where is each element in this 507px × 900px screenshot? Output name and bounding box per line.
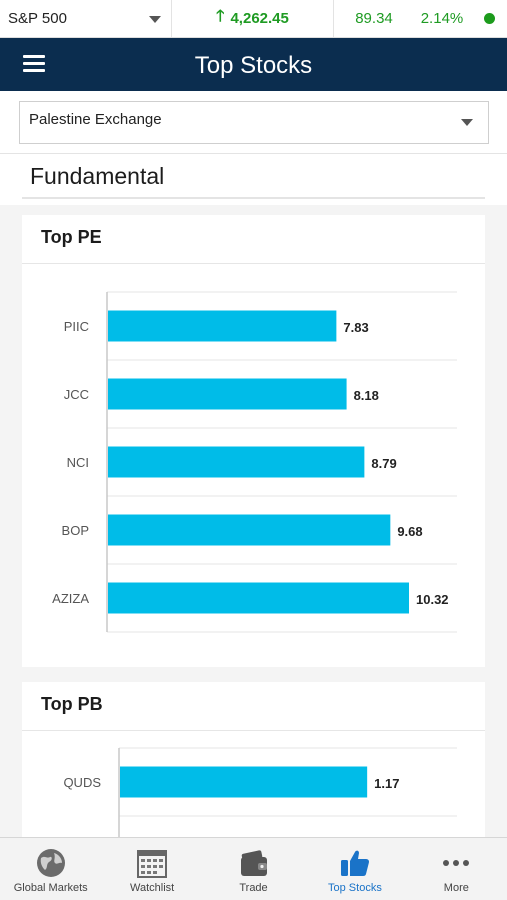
value-label: 8.79 — [371, 456, 396, 471]
card-title: Top PB — [41, 694, 103, 714]
value-label: 10.32 — [416, 592, 449, 607]
thumbs-up-icon — [340, 850, 369, 876]
app-header: Top Stocks — [0, 38, 507, 91]
card-title: Top PE — [41, 227, 102, 247]
nav-label: Top Stocks — [328, 882, 382, 894]
value-label: 8.18 — [354, 388, 379, 403]
nav-more[interactable]: More — [406, 838, 507, 900]
index-value-text: 4,262.45 — [230, 10, 289, 27]
section-divider — [22, 197, 485, 199]
exchange-selected-value: Palestine Exchange — [29, 111, 162, 128]
market-status-dot — [484, 13, 495, 24]
wallet-icon — [240, 850, 267, 876]
index-selector[interactable]: S&P 500 — [0, 0, 172, 37]
nav-label: Global Markets — [13, 882, 88, 894]
category-label: PIIC — [64, 319, 89, 334]
chevron-down-icon — [461, 119, 473, 126]
value-label: 7.83 — [343, 320, 368, 335]
top-pb-chart: QUDS 1.17 — [63, 747, 457, 837]
nav-top-stocks[interactable]: Top Stocks — [304, 838, 405, 900]
chevron-down-icon — [149, 16, 161, 23]
ticker-bar: S&P 500 🡑 4,262.45 89.34 2.14% — [0, 0, 507, 38]
bar-nci — [108, 446, 365, 478]
category-label: AZIZA — [52, 591, 89, 606]
cards-area: Top PE PIIC 7.83 JCC 8.18 NCI 8.79 BOP 9.68 AZIZ… — [0, 205, 507, 837]
index-value: 🡑 4,262.45 — [172, 0, 334, 37]
exchange-dropdown[interactable]: Palestine Exchange — [19, 101, 489, 144]
category-label: BOP — [62, 523, 89, 538]
bar-bop — [108, 514, 391, 546]
main-content[interactable]: Palestine Exchange Fundamental Top PE PI… — [0, 91, 507, 837]
top-pe-chart: PIIC 7.83 JCC 8.18 NCI 8.79 BOP 9.68 AZIZA 10.32 — [52, 291, 457, 633]
page-title: Top Stocks — [194, 52, 313, 79]
more-dots-icon — [443, 860, 470, 866]
divider — [0, 153, 507, 154]
card-divider — [22, 263, 485, 264]
nav-watchlist[interactable]: Watchlist — [101, 838, 202, 900]
bar-quds — [120, 766, 368, 798]
nav-label: More — [443, 882, 469, 894]
bar-piic — [108, 310, 337, 342]
bar-aziza — [108, 582, 409, 614]
category-label: JCC — [64, 387, 89, 402]
index-name: S&P 500 — [8, 10, 67, 27]
category-label: NCI — [67, 455, 89, 470]
calendar-grid-icon — [137, 850, 168, 878]
nav-label: Watchlist — [130, 882, 175, 894]
card-divider — [22, 730, 485, 731]
section-title: Fundamental — [30, 163, 165, 189]
bar-jcc — [108, 378, 347, 410]
hamburger-menu-icon[interactable] — [23, 55, 45, 73]
category-label: QUDS — [63, 775, 101, 790]
value-label: 1.17 — [374, 776, 399, 791]
arrow-up-icon: 🡑 — [216, 8, 225, 25]
bottom-navigation: Global Markets Watchlist Trade Top Stock… — [0, 837, 507, 900]
value-label: 9.68 — [397, 524, 422, 539]
index-change-pct: 2.14% — [420, 10, 464, 27]
nav-global-markets[interactable]: Global Markets — [0, 838, 101, 900]
nav-label: Trade — [239, 882, 268, 894]
top-pb-card: Top PB QUDS 1.17 — [22, 682, 485, 837]
index-change: 89.34 — [355, 10, 393, 27]
nav-trade[interactable]: Trade — [203, 838, 304, 900]
globe-icon — [36, 849, 65, 877]
top-pe-card: Top PE PIIC 7.83 JCC 8.18 NCI 8.79 BOP 9.68 AZIZ… — [22, 215, 485, 667]
